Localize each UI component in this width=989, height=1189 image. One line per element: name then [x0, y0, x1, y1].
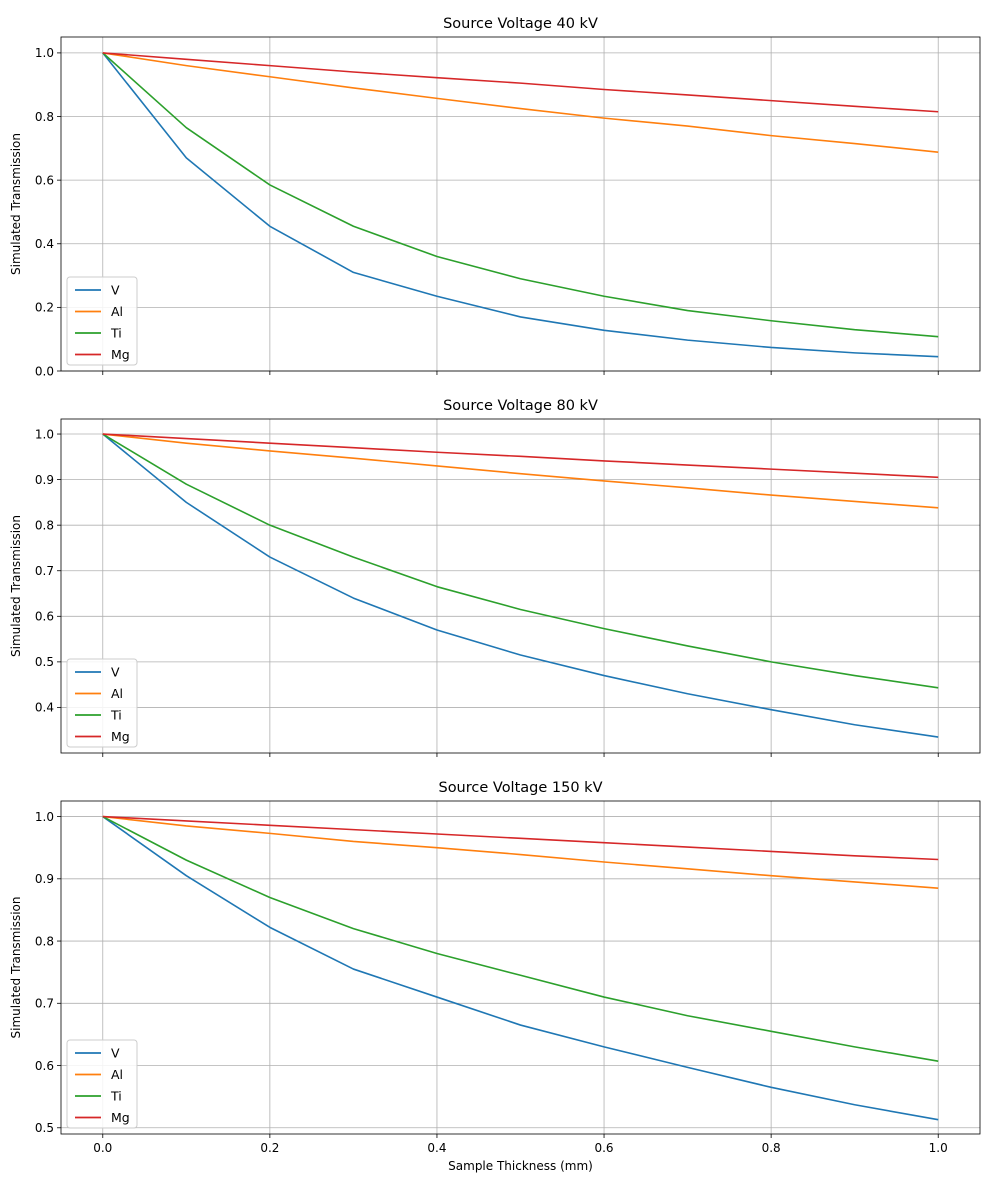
chart-panel-2: 0.4 0.5 0.6 0.7 0.8 0.9 1.0 Source Voltage 80 k… [9, 398, 981, 757]
y-tick-label: 0.5 [35, 1121, 54, 1135]
legend: V Al Ti Mg [66, 1039, 138, 1129]
y-axis-label: Simulated Transmission [9, 897, 23, 1039]
y-tick-label: 0.7 [35, 997, 54, 1011]
x-axis-label: Sample Thickness (mm) [448, 1159, 593, 1173]
y-tick-label: 0.8 [35, 518, 54, 532]
legend-box [66, 1039, 138, 1129]
legend-label-v: V [111, 1046, 120, 1061]
y-tick-label: 0.8 [35, 934, 54, 948]
legend-label-mg: Mg [111, 729, 130, 744]
y-tick-label: 0.8 [35, 110, 54, 124]
axes-frame [60, 36, 981, 372]
series-line-al [102, 433, 939, 509]
legend: V Al Ti Mg [66, 276, 138, 366]
x-tick-label: 0.4 [427, 1141, 446, 1155]
axes-frame [60, 418, 981, 754]
y-tick-label: 0.7 [35, 564, 54, 578]
y-tick-label: 0.0 [35, 364, 54, 378]
y-tick-label: 1.0 [35, 810, 54, 824]
series-line-al [102, 815, 939, 889]
legend-label-v: V [111, 665, 120, 680]
legend-label-mg: Mg [111, 1110, 130, 1125]
x-tick-label: 0.8 [762, 1141, 781, 1155]
series-line-ti [102, 433, 939, 689]
series-line-v [102, 815, 939, 1121]
axes-frame [60, 800, 981, 1135]
series-line-ti [102, 52, 939, 338]
legend-label-al: Al [111, 1067, 123, 1082]
chart-panel-3: 0.0 0.2 0.4 0.6 0.8 1.0 0.5 0.6 0.7 0.8 0.9 1.0 Sour… [9, 780, 981, 1173]
x-tick-label: 0.6 [594, 1141, 613, 1155]
chart-title: Source Voltage 150 kV [438, 780, 602, 796]
legend-box [66, 276, 138, 366]
plot-area [61, 801, 980, 1134]
legend-box [66, 658, 138, 748]
series-line-al [102, 52, 939, 153]
y-tick-label: 0.4 [35, 237, 54, 251]
legend-label-al: Al [111, 304, 123, 319]
legend: V Al Ti Mg [66, 658, 138, 748]
series-line-mg [102, 433, 939, 479]
x-tick-label: 0.0 [93, 1141, 112, 1155]
plot-area [61, 37, 980, 371]
series-line-mg [102, 52, 939, 113]
series-line-v [102, 433, 939, 738]
series-line-v [102, 52, 939, 358]
y-axis-label: Simulated Transmission [9, 515, 23, 657]
y-tick-label: 0.4 [35, 701, 54, 715]
y-axis-label: Simulated Transmission [9, 133, 23, 275]
legend-label-ti: Ti [110, 1089, 122, 1104]
legend-label-ti: Ti [110, 326, 122, 341]
legend-label-v: V [111, 283, 120, 298]
chart-title: Source Voltage 80 kV [443, 398, 598, 414]
y-tick-label: 0.6 [35, 610, 54, 624]
y-tick-label: 1.0 [35, 46, 54, 60]
legend-label-al: Al [111, 686, 123, 701]
chart-title: Source Voltage 40 kV [443, 16, 598, 32]
x-tick-label: 0.2 [260, 1141, 279, 1155]
y-tick-label: 0.2 [35, 301, 54, 315]
legend-label-mg: Mg [111, 347, 130, 362]
y-tick-label: 1.0 [35, 427, 54, 441]
y-tick-label: 0.5 [35, 655, 54, 669]
y-tick-label: 0.9 [35, 872, 54, 886]
plot-area [61, 419, 980, 753]
legend-label-ti: Ti [110, 708, 122, 723]
series-line-ti [102, 815, 939, 1062]
y-tick-label: 0.6 [35, 1059, 54, 1073]
series-line-mg [102, 815, 939, 861]
x-tick-label: 1.0 [929, 1141, 948, 1155]
y-tick-label: 0.6 [35, 173, 54, 187]
chart-panel-1: 0.0 0.2 0.4 0.6 0.8 1.0 Source Voltage 40 kV Si… [9, 16, 981, 378]
y-tick-label: 0.9 [35, 473, 54, 487]
